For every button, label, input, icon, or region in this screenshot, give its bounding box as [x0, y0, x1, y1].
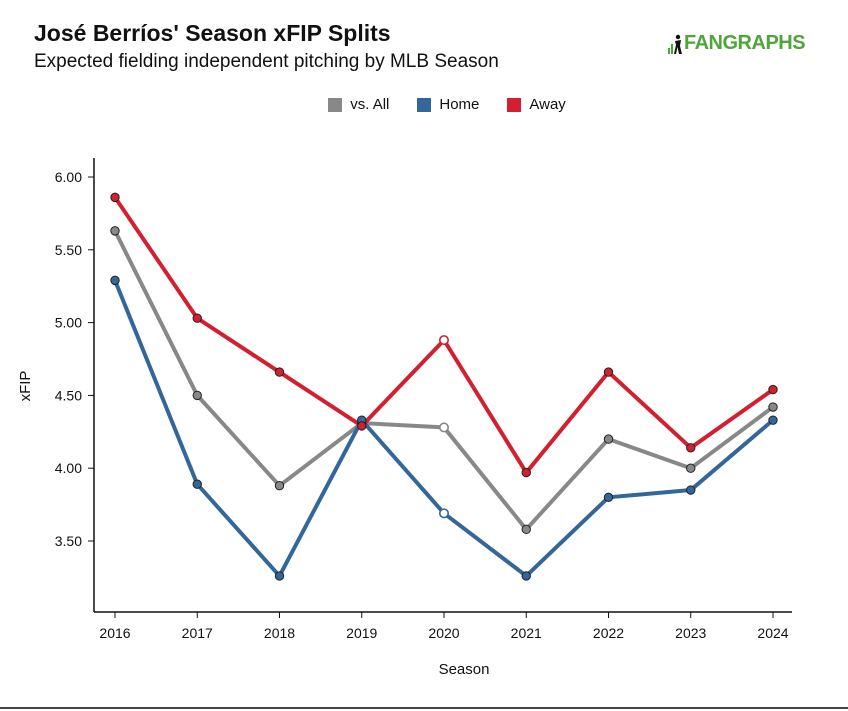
legend: vs. All Home Away [0, 96, 848, 113]
legend-swatch-vs-all [328, 97, 343, 112]
data-point-vs-all[interactable] [521, 524, 531, 535]
fangraphs-bars-icon [668, 34, 682, 54]
x-tick-label: 2020 [428, 625, 459, 641]
data-point-home[interactable] [603, 492, 614, 503]
data-point-home[interactable] [521, 571, 531, 581]
y-tick-label: 5.00 [55, 315, 82, 331]
data-point-vs-all[interactable] [603, 434, 614, 444]
fangraphs-logo: FANGRAPHS [668, 32, 806, 55]
data-point-away[interactable] [521, 467, 531, 478]
series-line-vs-all [113, 228, 775, 532]
x-tick-label: 2022 [593, 625, 624, 641]
data-point-home[interactable] [110, 275, 120, 286]
y-tick-label: 5.50 [55, 242, 82, 258]
legend-item-away[interactable]: Away [507, 96, 566, 113]
legend-item-vs-all[interactable]: vs. All [328, 96, 389, 113]
legend-swatch-home [417, 97, 432, 112]
data-point-vs-all[interactable] [768, 402, 778, 412]
data-point-away[interactable] [686, 443, 696, 453]
y-tick-label: 6.00 [55, 169, 82, 185]
data-point-away[interactable] [603, 367, 614, 377]
data-point-away[interactable] [438, 335, 449, 346]
legend-label-away: Away [529, 96, 566, 113]
data-point-vs-all[interactable] [110, 226, 120, 236]
chart-title: José Berríos' Season xFIP Splits [34, 20, 391, 46]
bottom-rule [0, 707, 848, 709]
x-tick-label: 2018 [264, 625, 295, 641]
series-points [110, 192, 778, 581]
chart-subtitle: Expected fielding independent pitching b… [34, 51, 499, 72]
y-tick-label: 3.50 [55, 533, 82, 549]
series-lines [113, 195, 775, 578]
x-axis-label: Season [439, 661, 490, 678]
data-point-vs-all[interactable] [686, 463, 696, 473]
legend-label-vs-all: vs. All [350, 96, 390, 113]
logo-text: FANGRAPHS [684, 32, 806, 54]
axes: 3.50 4.00 4.50 5.00 5.50 6.00 2016 2017 2018 2019… [55, 158, 792, 641]
x-tick-label: 2021 [511, 625, 542, 641]
legend-label-home: Home [439, 96, 480, 113]
legend-swatch-away [507, 97, 522, 112]
data-point-home[interactable] [192, 479, 202, 489]
data-point-home[interactable] [438, 508, 449, 519]
data-point-home[interactable] [686, 485, 696, 495]
x-tick-label: 2023 [675, 625, 706, 641]
data-point-away[interactable] [110, 192, 120, 203]
x-tick-label: 2024 [757, 625, 788, 641]
x-tick-label: 2017 [182, 625, 213, 641]
y-axis-label: xFIP [17, 371, 34, 402]
data-point-away[interactable] [274, 367, 285, 377]
data-point-home[interactable] [274, 571, 285, 581]
data-point-away[interactable] [192, 313, 202, 323]
y-tick-label: 4.00 [55, 460, 82, 476]
legend-item-home[interactable]: Home [417, 96, 479, 113]
y-tick-label: 4.50 [55, 387, 82, 403]
data-point-vs-all[interactable] [438, 422, 449, 433]
x-tick-label: 2016 [99, 625, 130, 641]
data-point-home[interactable] [768, 415, 778, 425]
data-point-vs-all[interactable] [192, 390, 202, 401]
data-point-away[interactable] [768, 384, 778, 395]
data-point-away[interactable] [357, 421, 367, 431]
data-point-vs-all[interactable] [274, 480, 285, 491]
x-tick-label: 2019 [346, 625, 377, 641]
